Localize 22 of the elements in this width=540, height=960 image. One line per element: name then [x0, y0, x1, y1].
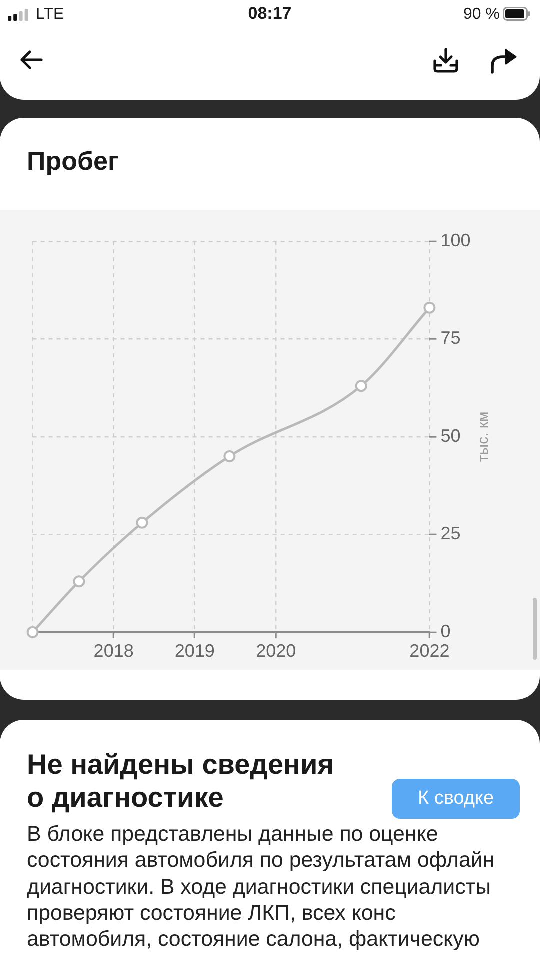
point	[136, 516, 148, 529]
x-tick-label: 2020	[256, 641, 296, 662]
chart-title: Пробег	[27, 145, 119, 178]
x-tick-label: 2019	[174, 641, 215, 662]
text: 90 %	[464, 5, 500, 25]
point	[424, 302, 436, 314]
y-tick-label: 100	[440, 230, 471, 250]
text: Не найдены сведения о диагностике	[27, 748, 336, 814]
y-axis-title: тыс. км	[474, 412, 492, 462]
text: 08:17	[248, 4, 292, 23]
text: автомобиля, состояние салона, фактическую	[27, 926, 481, 952]
point	[73, 576, 86, 588]
text: LTE	[36, 5, 64, 25]
y-tick-label: 0	[440, 621, 451, 642]
point	[26, 626, 39, 638]
point	[224, 450, 236, 462]
x-tick-label: 2022	[410, 641, 450, 662]
point	[355, 380, 368, 392]
y-tick-label: 25	[440, 524, 461, 544]
y-tick-label: 75	[440, 328, 461, 348]
x-tick-label: 2018	[94, 641, 134, 662]
y-tick-label: 50	[440, 426, 461, 446]
